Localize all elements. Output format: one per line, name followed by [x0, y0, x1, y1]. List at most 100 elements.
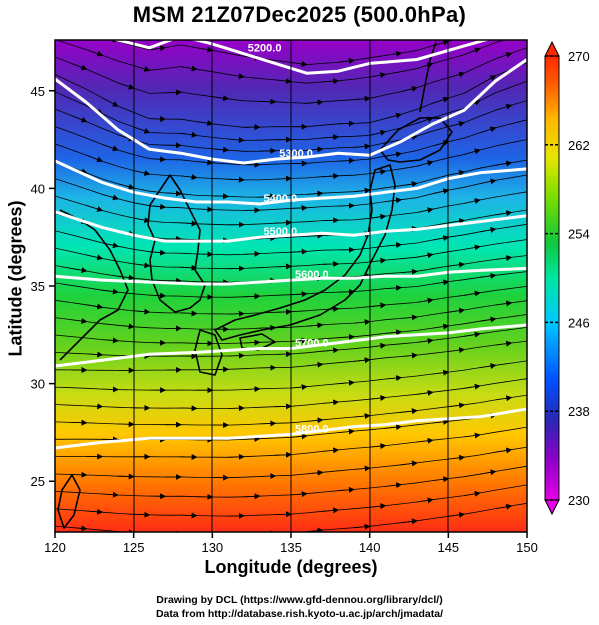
wind-arrow	[275, 219, 292, 226]
x-tick-label: 150	[516, 540, 538, 555]
wind-arrow	[401, 518, 418, 525]
wind-arrow	[448, 454, 466, 461]
wind-arrow	[448, 402, 466, 409]
wind-arrow	[338, 288, 355, 295]
x-tick-label: 130	[201, 540, 223, 555]
wind-arrow	[306, 190, 324, 197]
wind-arrow	[102, 144, 119, 152]
contour-line	[111, 40, 491, 75]
drawing-credit: Drawing by DCL (https://www.gfd-dennou.o…	[156, 594, 443, 606]
contour-label: 5800.0	[295, 423, 329, 435]
wind-arrow	[133, 308, 151, 315]
wind-arrow	[243, 250, 261, 257]
wind-arrow	[290, 248, 308, 255]
wind-arrow	[70, 62, 88, 71]
y-axis-label: Latitude (degrees)	[5, 200, 26, 357]
wind-arrow	[117, 183, 135, 190]
colorbar-tick-label: 246	[568, 315, 590, 330]
wind-arrow	[385, 284, 403, 291]
contour-line	[55, 266, 527, 286]
wind-arrow	[464, 432, 481, 439]
wind-arrow	[463, 148, 481, 155]
contour-line	[55, 323, 527, 368]
wind-arrow	[385, 242, 403, 249]
wind-arrow	[353, 95, 371, 102]
wind-arrow	[306, 99, 324, 106]
wind-arrow	[432, 476, 450, 483]
wind-arrow	[70, 114, 88, 123]
wind-arrow	[479, 178, 497, 185]
colorbar-scale	[544, 55, 560, 501]
wind-arrow	[306, 322, 324, 329]
wind-arrow	[353, 187, 371, 194]
wind-arrow	[401, 352, 418, 359]
wind-arrow	[495, 395, 513, 402]
wind-arrow	[448, 511, 466, 518]
wind-arrow	[180, 131, 198, 138]
colorbar: 230 238 246 254 262 270	[544, 40, 590, 516]
china-coastline	[59, 209, 129, 361]
wind-arrow	[464, 490, 481, 497]
wind-arrow	[275, 175, 292, 182]
wind-arrow	[479, 272, 497, 279]
wind-arrow	[479, 469, 497, 476]
y-tick-label: 25	[31, 474, 45, 489]
x-tick-label: 135	[280, 540, 302, 555]
wind-arrow	[196, 46, 214, 53]
wind-arrow	[270, 530, 277, 532]
wind-arrow	[448, 218, 466, 225]
wind-arrow	[338, 428, 355, 435]
y-axis: 25 30 35 40 45	[31, 84, 55, 489]
wind-arrow	[495, 503, 513, 510]
wind-arrow	[401, 85, 418, 92]
wind-arrow	[432, 96, 450, 104]
wind-arrow	[353, 523, 371, 530]
wind-arrow	[243, 339, 261, 346]
wind-arrow	[86, 508, 104, 515]
colorbar-tick-label: 262	[568, 138, 590, 153]
wind-arrow	[322, 134, 340, 141]
wind-arrow	[228, 352, 245, 359]
wind-arrow	[448, 120, 466, 127]
wind-arrow	[369, 72, 387, 79]
wind-arrow	[133, 217, 151, 223]
wind-arrow	[369, 342, 387, 349]
wind-arrow	[479, 75, 497, 85]
wind-arrow	[70, 525, 88, 532]
wind-arrow	[464, 383, 481, 390]
wind-arrow	[495, 103, 513, 111]
wind-arrow	[102, 288, 119, 295]
wind-arrow	[86, 351, 104, 358]
wind-arrow	[228, 176, 245, 183]
wind-arrow	[464, 198, 481, 204]
wind-arrow	[480, 26, 496, 32]
wind-arrow	[369, 503, 387, 510]
wind-arrow	[322, 78, 340, 85]
wind-arrow	[149, 156, 167, 163]
wind-arrow	[259, 235, 277, 242]
x-tick-label: 145	[437, 540, 459, 555]
y-tick-label: 30	[31, 377, 45, 392]
wind-arrow	[275, 308, 292, 315]
wind-arrow	[385, 50, 403, 57]
wind-arrow	[432, 418, 450, 425]
wind-arrow	[385, 329, 403, 336]
wind-arrow	[416, 437, 434, 444]
wind-arrow	[212, 146, 230, 153]
wind-arrow	[243, 293, 261, 300]
wind-arrow	[401, 181, 418, 188]
wind-arrow	[401, 408, 418, 415]
wind-arrow	[180, 264, 198, 271]
wind-arrow	[338, 57, 355, 64]
wind-arrow	[448, 347, 466, 354]
wind-arrow	[133, 511, 151, 518]
wind-arrow	[479, 316, 497, 323]
wind-arrow	[149, 292, 167, 299]
wind-arrow	[416, 497, 434, 504]
wind-arrow	[180, 310, 198, 317]
wind-arrow	[290, 291, 308, 298]
wind-arrow	[86, 205, 104, 212]
wind-arrow	[401, 460, 418, 467]
wind-arrow	[290, 384, 308, 391]
wind-arrow	[464, 331, 481, 338]
